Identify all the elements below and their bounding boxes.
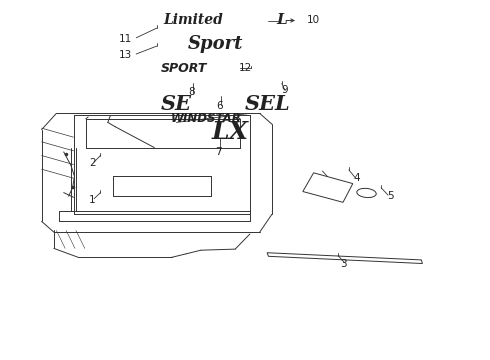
Text: SPORT: SPORT [161,62,207,75]
Text: 12: 12 [238,63,252,73]
Text: 10: 10 [307,15,320,25]
Text: SEL: SEL [244,94,290,114]
Text: 11: 11 [118,33,132,44]
Text: Sport: Sport [188,35,244,53]
Text: 5: 5 [387,191,393,201]
Text: 9: 9 [281,85,288,95]
Text: 8: 8 [188,87,195,97]
Text: LX: LX [212,121,249,144]
Text: 13: 13 [118,50,132,60]
Text: 4: 4 [353,173,360,183]
Text: 3: 3 [340,258,346,269]
Text: L: L [276,13,287,27]
Text: 1: 1 [89,195,96,205]
Text: SE: SE [161,94,192,114]
Text: 6: 6 [216,101,223,111]
Text: 7: 7 [215,147,221,157]
Text: 2: 2 [89,158,96,168]
Text: Limited: Limited [164,13,223,27]
Text: WINDSTAR: WINDSTAR [171,112,241,125]
